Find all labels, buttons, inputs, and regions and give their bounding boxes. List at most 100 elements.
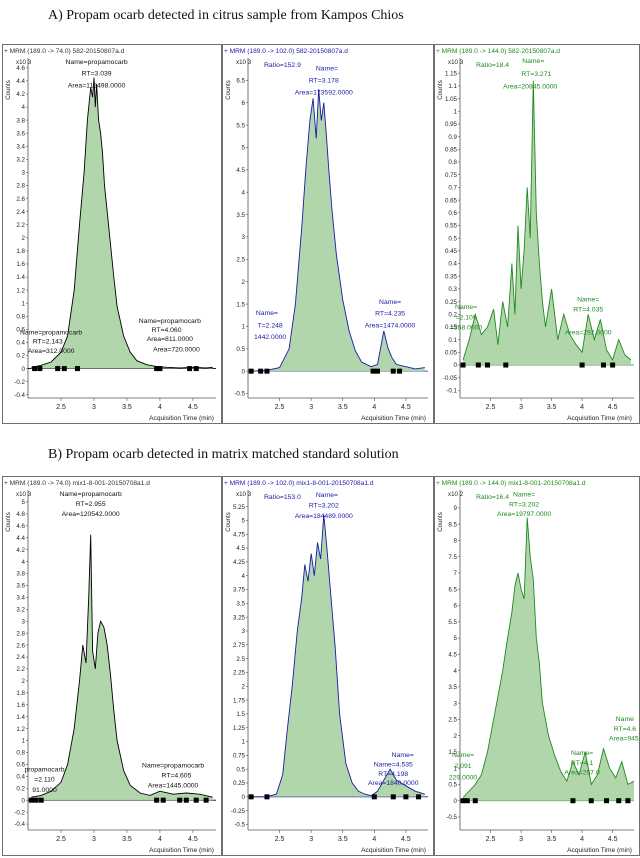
y-tick-label: 0.25: [445, 299, 458, 306]
y-tick-label: 3.8: [16, 117, 25, 124]
y-tick-label: 5: [454, 635, 458, 642]
peak-annotation: =2.110: [34, 777, 55, 784]
y-tick-label: 1: [22, 300, 26, 307]
y-tick-label: 0: [454, 362, 458, 369]
y-tick-label: 0.75: [233, 753, 246, 760]
integration-marker: [604, 798, 610, 804]
integration-marker: [403, 794, 409, 800]
y-tick-label: 0.6: [16, 327, 25, 334]
y-tick-label: 1.2: [16, 726, 25, 733]
y-tick-label: 1.8: [16, 690, 25, 697]
integration-marker: [460, 362, 466, 368]
y-tick-label: 0.5: [448, 782, 457, 789]
peak-annotation: Area=292.0000: [565, 330, 612, 337]
x-tick-label: 3: [309, 404, 313, 411]
peak-annotation: RT=3.178: [309, 78, 339, 85]
integration-marker: [38, 797, 44, 803]
chart-title: + MRM (189.0 -> 102.0) 582-20150807a.d: [224, 48, 348, 55]
integration-marker: [625, 798, 631, 804]
y-tick-label: 3: [242, 628, 246, 635]
integration-marker: [33, 797, 39, 803]
y-tick-label: 0: [454, 798, 458, 805]
peak-annotation: Name=4.535: [374, 761, 413, 768]
peak-annotation: Name=: [379, 299, 401, 306]
y-tick-label: 4: [454, 668, 458, 675]
y-tick-label: 8.5: [448, 521, 457, 528]
y-tick-label: 0.1: [448, 337, 457, 344]
y-exponent: x10 3: [448, 59, 464, 66]
integration-marker: [258, 368, 264, 374]
integration-marker: [588, 798, 594, 804]
y-tick-label: 2.4: [16, 654, 25, 661]
integration-marker: [154, 797, 160, 803]
integration-marker: [579, 362, 585, 368]
y-tick-label: 2.5: [236, 257, 245, 264]
integration-marker: [390, 368, 396, 374]
y-tick-label: -0.5: [446, 814, 457, 821]
y-tick-label: 1.05: [445, 96, 458, 103]
peak-annotation: Name=: [316, 66, 338, 73]
chart-title: + MRM (189.0 -> 74.0) mix1-8-001-2015070…: [4, 480, 150, 487]
y-tick-label: 2: [242, 279, 246, 286]
y-tick-label: 4.2: [16, 91, 25, 98]
y-tick-label: 2.8: [16, 183, 25, 190]
y-tick-label: 2.75: [233, 642, 246, 649]
peak-annotation: RT=2.143: [33, 339, 63, 346]
x-axis-label: Acquisition Time (min): [567, 415, 632, 422]
y-tick-label: 0: [242, 794, 246, 801]
peak-annotation: Name=propamocarb: [60, 491, 122, 498]
chart-b3: + MRM (189.0 -> 144.0) mix1-8-001-201507…: [434, 476, 640, 856]
y-tick-label: -0.5: [234, 391, 245, 398]
y-tick-label: 2.6: [16, 642, 25, 649]
peak-annotation: Area=1840.0000: [368, 780, 419, 787]
integration-marker: [371, 794, 377, 800]
integration-marker: [157, 366, 163, 372]
chart-title: + MRM (189.0 -> 144.0) 582-20150807a.d: [436, 48, 560, 55]
peak-annotation: RT=3.202: [509, 501, 539, 508]
x-tick-label: 2.5: [56, 836, 66, 843]
y-axis-label: Counts: [5, 512, 12, 532]
y-tick-label: 4.25: [233, 559, 246, 566]
y-tick-label: 1: [242, 324, 246, 331]
peak-annotation: Name=: [316, 492, 338, 499]
y-tick-label: 3.2: [16, 606, 25, 613]
peak-annotation: Name=propamocarb: [139, 318, 201, 325]
y-tick-label: 0.95: [445, 121, 458, 128]
y-tick-label: 3: [454, 700, 458, 707]
x-tick-label: 2.5: [275, 404, 285, 411]
y-tick-label: 2.6: [16, 196, 25, 203]
integration-marker: [460, 798, 466, 804]
peak-annotation: Name=: [392, 752, 414, 759]
y-tick-label: 4.8: [16, 511, 25, 518]
y-tick-label: 3.4: [16, 595, 25, 602]
y-tick-label: 0.9: [448, 134, 457, 141]
ratio-label: Ratio=153.0: [264, 494, 301, 501]
integration-marker: [264, 368, 270, 374]
y-tick-label: 3.5: [448, 684, 457, 691]
x-tick-label: 3.5: [122, 404, 132, 411]
peak-annotation: RT=3.202: [309, 503, 339, 510]
ratio-label: Ratio=16.4: [476, 494, 509, 501]
integration-marker: [390, 794, 396, 800]
y-tick-label: 0.65: [445, 197, 458, 204]
y-tick-label: 0.25: [233, 780, 246, 787]
y-tick-label: 4.75: [233, 531, 246, 538]
peak-annotation: Area=811.0000: [147, 336, 193, 343]
x-axis-label: Acquisition Time (min): [567, 847, 632, 854]
x-tick-label: 3: [309, 836, 313, 843]
y-tick-label: 0.2: [448, 311, 457, 318]
y-tick-label: 5.25: [233, 504, 246, 511]
y-tick-label: 3.2: [16, 157, 25, 164]
peak-area: [251, 514, 425, 797]
peak-annotation: Name=: [571, 750, 593, 757]
x-tick-label: 3: [519, 836, 523, 843]
y-tick-label: 5: [242, 145, 246, 152]
section-b-title: B) Propam ocarb detected in matrix match…: [48, 447, 399, 462]
integration-marker: [193, 797, 199, 803]
integration-marker: [61, 366, 67, 372]
ratio-label: Ratio=152.9: [264, 62, 301, 69]
y-tick-label: 6.5: [448, 586, 457, 593]
y-axis-label: Counts: [437, 512, 444, 532]
peak-annotation: RT=4.6: [614, 726, 637, 733]
y-tick-label: 1.8: [16, 248, 25, 255]
